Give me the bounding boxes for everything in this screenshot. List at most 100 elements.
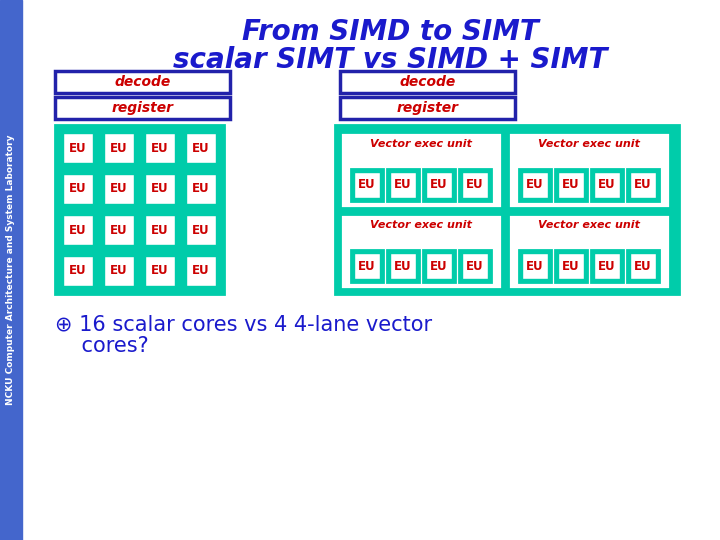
Bar [354,253,380,279]
Bar [104,133,134,163]
Bar [0,0,22,540]
Bar [145,256,175,286]
Bar [183,130,219,166]
Bar [104,215,134,245]
Bar [340,132,502,207]
Text: register: register [397,101,459,115]
Text: decode: decode [400,75,456,89]
Bar [145,215,175,245]
Text: EU: EU [192,265,210,278]
Text: Vector exec unit: Vector exec unit [538,139,640,149]
Text: EU: EU [151,183,168,195]
Bar [426,172,452,198]
Bar [183,253,219,289]
Bar [101,253,137,289]
Bar [183,171,219,207]
Text: EU: EU [151,265,168,278]
Text: EU: EU [110,183,128,195]
Bar [594,253,620,279]
Bar [101,130,137,166]
Bar [426,253,452,279]
Bar [340,97,515,119]
Text: NCKU Computer Architecture and System Laboratory: NCKU Computer Architecture and System La… [6,135,16,405]
Bar [142,253,178,289]
Text: EU: EU [151,141,168,154]
Bar [142,130,178,166]
Bar [60,130,96,166]
Text: EU: EU [110,265,128,278]
Text: decode: decode [114,75,171,89]
Bar [63,174,93,204]
Bar [508,213,670,289]
Bar [591,250,623,282]
Bar [186,215,216,245]
Bar [390,172,416,198]
Bar [142,212,178,248]
Text: EU: EU [526,178,544,191]
Bar [387,168,419,200]
Text: EU: EU [192,224,210,237]
Text: EU: EU [430,260,448,273]
Bar [60,253,96,289]
Bar [63,256,93,286]
Bar [63,215,93,245]
Bar [630,253,656,279]
Bar [63,133,93,163]
Bar [142,171,178,207]
Text: EU: EU [562,260,580,273]
Text: EU: EU [110,141,128,154]
Text: EU: EU [110,224,128,237]
Text: EU: EU [634,260,652,273]
Bar [183,212,219,248]
Text: From SIMD to SIMT: From SIMD to SIMT [242,18,539,46]
Bar [591,168,623,200]
Text: EU: EU [69,183,87,195]
Text: register: register [112,101,174,115]
Text: EU: EU [358,178,376,191]
Text: Vector exec unit: Vector exec unit [370,139,472,149]
Text: EU: EU [394,260,412,273]
Bar [558,172,584,198]
Bar [519,250,551,282]
Bar [186,133,216,163]
Bar [351,250,383,282]
Bar [55,71,230,93]
Bar [423,250,455,282]
Bar [340,213,502,289]
Bar [519,168,551,200]
Text: EU: EU [69,265,87,278]
Text: EU: EU [466,260,484,273]
Text: EU: EU [598,178,616,191]
Bar [508,132,670,207]
Text: EU: EU [634,178,652,191]
Bar [627,168,659,200]
Text: scalar SIMT vs SIMD + SIMT: scalar SIMT vs SIMD + SIMT [173,46,607,74]
Bar [423,168,455,200]
Bar [60,171,96,207]
Bar [186,256,216,286]
Text: Vector exec unit: Vector exec unit [538,220,640,231]
Bar [387,250,419,282]
Bar [555,250,587,282]
Bar [558,253,584,279]
Bar [101,171,137,207]
Text: EU: EU [562,178,580,191]
Bar [627,250,659,282]
Bar [335,125,679,294]
Bar [60,212,96,248]
Bar [55,125,224,294]
Text: cores?: cores? [55,336,149,356]
Text: EU: EU [192,141,210,154]
Bar [594,172,620,198]
Bar [459,168,491,200]
Bar [104,174,134,204]
Text: Vector exec unit: Vector exec unit [370,220,472,231]
Bar [145,133,175,163]
Bar [104,256,134,286]
Bar [555,168,587,200]
Text: EU: EU [358,260,376,273]
Bar [459,250,491,282]
Bar [186,174,216,204]
Bar [101,212,137,248]
Text: EU: EU [69,224,87,237]
